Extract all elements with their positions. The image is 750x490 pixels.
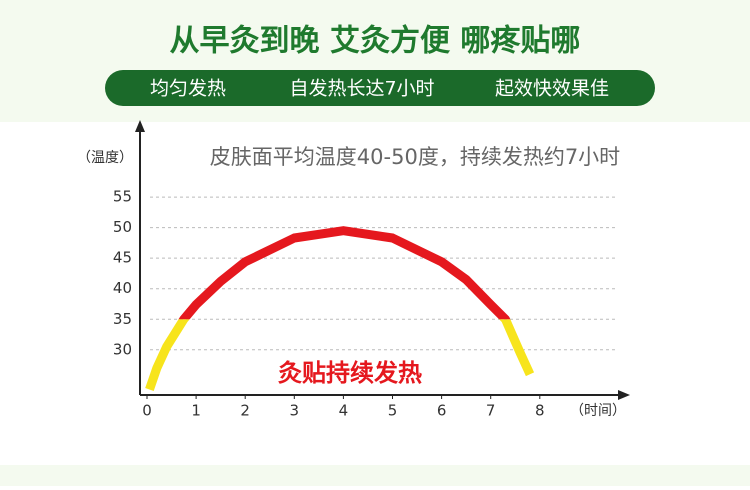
subtitle: 皮肤面平均温度40-50度，持续发热约7小时	[210, 145, 620, 169]
y-axis-label: （温度）	[77, 150, 133, 166]
tag: 起效快效果佳	[495, 78, 609, 100]
x-tick-label: 6	[437, 402, 447, 420]
tag: 自发热长达7小时	[289, 78, 434, 100]
x-tick-label: 2	[240, 402, 250, 420]
y-tick-label: 35	[113, 310, 132, 328]
x-tick-label: 4	[339, 402, 349, 420]
x-tick-label: 1	[191, 402, 201, 420]
x-axis-arrow	[618, 390, 630, 400]
tag: 均匀发热	[150, 78, 226, 100]
y-tick-label: 50	[113, 218, 132, 236]
y-tick-label: 40	[113, 279, 132, 297]
x-tick-label: 5	[388, 402, 398, 420]
x-tick-label: 3	[290, 402, 300, 420]
title: 从早灸到晚 艾灸方便 哪疼贴哪	[170, 24, 581, 59]
x-tick-label: 7	[486, 402, 496, 420]
series-line	[145, 226, 535, 391]
line-high	[178, 226, 511, 320]
chart-panel	[0, 122, 750, 465]
line-low	[145, 319, 535, 391]
x-tick-label: 8	[535, 402, 545, 420]
y-tick-label: 55	[113, 188, 132, 206]
annotation: 灸贴持续发热	[278, 359, 422, 387]
x-tick-label: 0	[142, 402, 152, 420]
y-axis-arrow	[135, 120, 145, 132]
y-tick-label: 30	[113, 340, 132, 358]
x-axis-label: （时间）	[570, 403, 626, 419]
y-tick-label: 45	[113, 249, 132, 267]
tag-bar	[105, 70, 655, 106]
